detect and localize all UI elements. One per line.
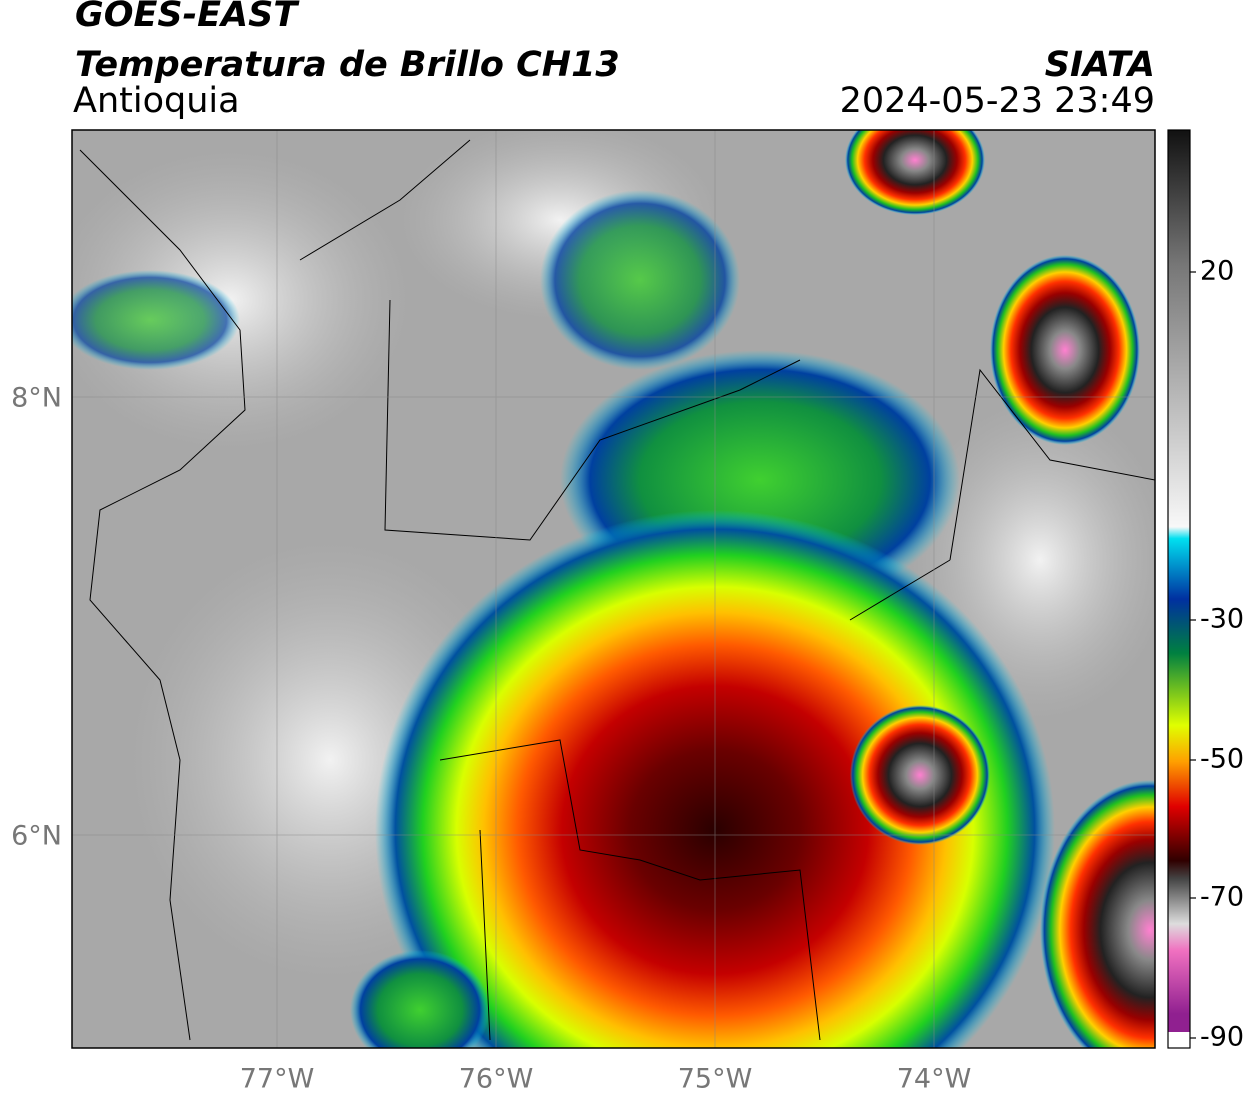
colorbar-tick: -70 [1200,882,1244,913]
lon-label: 74°W [897,1064,972,1095]
region: Antioquia [73,81,240,121]
source: SIATA [1045,45,1155,85]
colorbar-tick: -50 [1200,744,1244,775]
title: GOES-EAST [75,0,300,35]
map-frame [71,129,1156,1049]
subtitle: Temperatura de Brillo CH13 [75,45,620,85]
lon-label: 75°W [678,1064,753,1095]
colorbar [1167,129,1191,1049]
lon-label: 77°W [240,1064,315,1095]
colorbar-tick: 20 [1200,256,1234,287]
colorbar-tick: -30 [1200,604,1244,635]
lat-label: 8°N [11,383,62,414]
lat-label: 6°N [11,821,62,852]
lon-label: 76°W [459,1064,534,1095]
timestamp: 2024-05-23 23:49 [840,81,1155,121]
colorbar-tick: -90 [1200,1022,1244,1053]
satellite-image [72,130,1155,1048]
